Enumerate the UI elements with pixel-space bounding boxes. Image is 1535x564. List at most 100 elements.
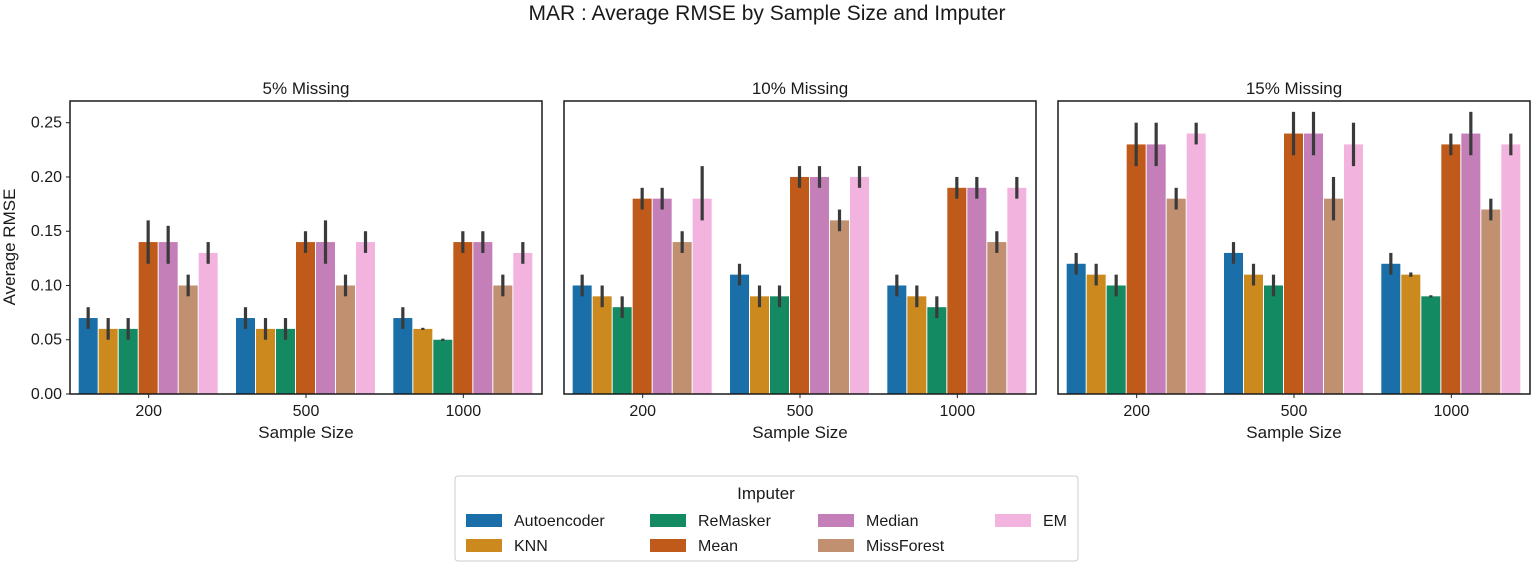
bar — [276, 328, 295, 394]
legend-item: Autoencoder — [466, 513, 605, 530]
bar — [750, 296, 769, 394]
bar — [98, 328, 118, 394]
bar — [810, 176, 829, 394]
bar — [592, 296, 612, 394]
panel-frame — [69, 100, 543, 395]
bar — [1344, 144, 1363, 394]
legend-swatch — [818, 539, 854, 552]
bar — [236, 318, 255, 394]
bar — [1066, 263, 1086, 394]
bar — [1461, 133, 1481, 394]
panel-title: 15% Missing — [1246, 79, 1342, 98]
bar — [1166, 198, 1186, 394]
bar — [178, 285, 198, 394]
x-tick-label: 500 — [1281, 403, 1308, 420]
bar — [1401, 274, 1421, 394]
y-tick-label: 0.25 — [31, 115, 62, 132]
bar — [1224, 252, 1243, 394]
legend-label: Median — [866, 513, 918, 530]
x-tick-label: 500 — [293, 403, 320, 420]
x-tick-label: 200 — [135, 403, 162, 420]
panel-2: 200 500 1000 10% Missing Sample Size — [563, 79, 1037, 442]
panel-title: 5% Missing — [263, 79, 350, 98]
x-axis-label: Sample Size — [258, 423, 353, 442]
bar — [572, 285, 592, 394]
bar — [947, 187, 967, 394]
bar — [296, 242, 315, 394]
x-tick-label: 500 — [787, 403, 814, 420]
y-axis-label: Average RMSE — [0, 189, 19, 306]
bar — [850, 176, 869, 394]
y-tick-label: 0.10 — [31, 277, 62, 294]
panel-3: 200 500 1000 15% Missing Sample Size — [1057, 79, 1531, 442]
bar — [1186, 133, 1206, 394]
panels: 200 500 1000 5% Missing Sample Size 0.00 0.05 0… — [31, 79, 1531, 442]
bar — [1481, 209, 1501, 394]
legend-frame — [454, 475, 1079, 562]
x-tick-label: 1000 — [446, 403, 482, 420]
bar — [652, 198, 672, 394]
legend-swatch — [650, 514, 686, 527]
legend-label: EM — [1043, 513, 1067, 530]
bar — [1324, 198, 1343, 394]
bar — [1264, 285, 1283, 394]
y-tick-label: 0.05 — [31, 332, 62, 349]
bar — [158, 242, 178, 394]
bar — [118, 328, 138, 394]
y-tick-label: 0.20 — [31, 169, 62, 186]
legend-swatch — [466, 539, 502, 552]
legend-swatch — [995, 514, 1031, 527]
panel-title: 10% Missing — [752, 79, 848, 98]
bar — [632, 198, 652, 394]
legend-label: MissForest — [866, 538, 945, 555]
legend-item: KNN — [466, 538, 548, 555]
bar — [612, 307, 632, 394]
legend-item: MissForest — [818, 538, 945, 555]
bar — [730, 274, 749, 394]
bar — [770, 296, 789, 394]
x-tick-label: 200 — [1123, 403, 1150, 420]
legend-label: Mean — [698, 538, 738, 555]
bar — [692, 198, 712, 394]
bar — [967, 187, 987, 394]
bar — [1106, 285, 1126, 394]
bar — [1441, 144, 1461, 394]
bar — [887, 285, 907, 394]
legend-swatch — [650, 539, 686, 552]
chart-title: MAR : Average RMSE by Sample Size and Im… — [529, 2, 1006, 25]
bar — [433, 339, 453, 394]
legend-item: Mean — [650, 538, 738, 555]
panel-1: 200 500 1000 5% Missing Sample Size 0.00 0.05 0… — [31, 79, 543, 442]
legend-label: KNN — [514, 538, 548, 555]
bar — [1284, 133, 1303, 394]
bar — [473, 242, 493, 394]
bar — [1501, 144, 1521, 394]
x-axis-label: Sample Size — [1246, 423, 1341, 442]
bar — [1146, 144, 1166, 394]
bar — [336, 285, 355, 394]
bar — [907, 296, 927, 394]
panel-frame — [563, 100, 1037, 395]
x-tick-label: 200 — [629, 403, 656, 420]
legend-label: Autoencoder — [514, 513, 605, 530]
bar — [1381, 263, 1401, 394]
bar — [790, 176, 809, 394]
bar — [78, 318, 98, 394]
legend-item: ReMasker — [650, 513, 772, 530]
bar — [1421, 296, 1441, 394]
bar — [413, 328, 433, 394]
bar — [830, 220, 849, 394]
legend-item: EM — [995, 513, 1067, 530]
panel-frame — [1057, 100, 1531, 395]
legend-label: ReMasker — [698, 513, 772, 530]
bar — [927, 307, 947, 394]
x-axis-label: Sample Size — [752, 423, 847, 442]
bar — [987, 242, 1007, 394]
bar — [1244, 274, 1263, 394]
bar — [672, 242, 692, 394]
legend-item: Median — [818, 513, 918, 530]
x-tick-label: 1000 — [940, 403, 976, 420]
bar — [256, 328, 275, 394]
legend-swatch — [466, 514, 502, 527]
